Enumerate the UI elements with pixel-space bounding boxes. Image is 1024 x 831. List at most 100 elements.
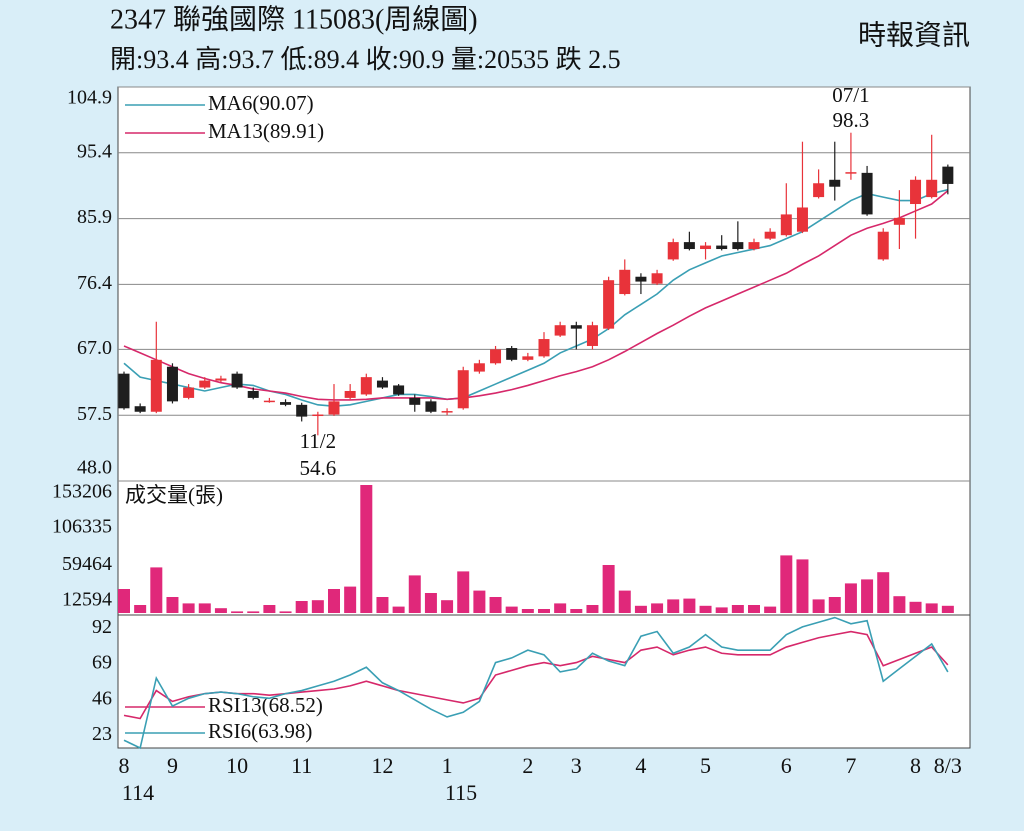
volume-bar	[473, 590, 486, 613]
y-tick-label: 95.4	[77, 140, 112, 162]
y-tick-label: 69	[92, 652, 112, 674]
candle-body	[134, 406, 146, 412]
candle-body	[231, 373, 243, 388]
candle-body	[700, 245, 712, 250]
candle-body	[570, 325, 582, 329]
series-line	[123, 616, 949, 750]
candle-body	[490, 349, 502, 364]
candle-body	[796, 207, 808, 232]
candle-body	[877, 231, 889, 260]
volume-bar	[311, 600, 324, 613]
candle-body	[263, 400, 275, 403]
candle-body	[506, 348, 518, 360]
volume-bar	[731, 605, 744, 613]
legend-label: RSI6(63.98)	[208, 719, 312, 743]
candle-body	[732, 242, 744, 250]
candle-body	[651, 273, 663, 284]
y-tick-label: 12594	[62, 589, 112, 611]
y-tick-label: 46	[92, 687, 112, 709]
candle-body	[183, 387, 195, 398]
legend-label: MA6(90.07)	[208, 91, 314, 115]
candle-body	[393, 385, 405, 395]
candle-body	[118, 373, 130, 409]
volume-bar	[424, 593, 437, 613]
title: 2347 聯強國際 115083(周線圖)	[110, 3, 478, 35]
volume-bar	[214, 608, 227, 613]
y-tick-label: 23	[92, 723, 112, 745]
volume-bar	[392, 606, 405, 613]
candle-body	[215, 378, 227, 381]
series-line	[123, 190, 949, 401]
y-tick-label: 92	[92, 616, 112, 638]
candle-body	[764, 231, 776, 239]
candle-body	[942, 166, 954, 184]
panel-title: 成交量(張)	[125, 483, 223, 507]
volume-bar	[893, 596, 906, 613]
series-line	[123, 630, 949, 720]
x-tick-label: 3	[571, 753, 582, 778]
series-line	[123, 188, 949, 408]
volume-bar	[344, 586, 357, 613]
volume-bar	[634, 605, 647, 613]
volume-bar	[408, 575, 421, 613]
x-tick-label: 9	[167, 753, 178, 778]
y-tick-label: 104.9	[67, 87, 112, 109]
candle-body	[748, 242, 760, 250]
plot-area	[117, 86, 971, 749]
x-tick-label: 2	[522, 753, 533, 778]
x-tick-label: 6	[781, 753, 792, 778]
y-tick-label: 153206	[52, 481, 112, 503]
x-sub-label: 115	[445, 780, 477, 805]
volume-bar	[521, 609, 534, 613]
y-tick-label: 67.0	[77, 337, 112, 359]
volume-bar	[651, 603, 664, 613]
candle-body	[150, 359, 162, 412]
volume-bar	[715, 607, 728, 613]
candle-body	[813, 183, 825, 198]
candle-body	[312, 414, 324, 417]
volume-bar	[828, 597, 841, 613]
volume-bar	[376, 597, 389, 613]
x-tick-label: 11	[291, 753, 312, 778]
x-tick-label: 12	[371, 753, 393, 778]
candle-body	[522, 356, 534, 360]
volume-bar	[780, 555, 793, 613]
volume-bar	[231, 611, 244, 613]
candle-body	[296, 404, 308, 417]
candle-body	[344, 390, 356, 398]
volume-bar	[748, 605, 760, 613]
x-sub-label: 114	[122, 780, 154, 805]
volume-bar	[279, 611, 292, 613]
candle-body	[893, 217, 905, 225]
x-tick-label: 8	[119, 753, 130, 778]
x-tick-label: 8/3	[934, 753, 962, 778]
y-tick-label: 57.5	[77, 403, 112, 425]
candle-body	[586, 325, 598, 346]
candle-body	[554, 325, 566, 336]
volume-bar	[877, 572, 890, 613]
volume-bar	[118, 589, 130, 613]
candle-body	[538, 339, 550, 357]
volume-bar	[796, 559, 809, 613]
volume-bar	[602, 565, 615, 613]
candle-body	[926, 179, 938, 198]
volume-bar	[263, 605, 276, 613]
volume-bar	[699, 605, 712, 613]
x-tick-label: 1	[442, 753, 453, 778]
volume-bar	[925, 603, 938, 613]
x-tick-label: 7	[845, 753, 856, 778]
volume-bar	[328, 589, 340, 613]
volume-bar	[683, 598, 696, 613]
annotation-date: 07/1	[832, 83, 869, 107]
volume-bar	[812, 599, 825, 613]
candle-body	[328, 401, 340, 415]
candle-body	[360, 377, 372, 395]
candle-body	[667, 242, 679, 260]
candle-body	[199, 380, 211, 388]
volume-bar	[764, 606, 777, 613]
candle-body	[603, 280, 615, 329]
volume-bar	[538, 609, 550, 613]
candle-body	[425, 401, 437, 412]
